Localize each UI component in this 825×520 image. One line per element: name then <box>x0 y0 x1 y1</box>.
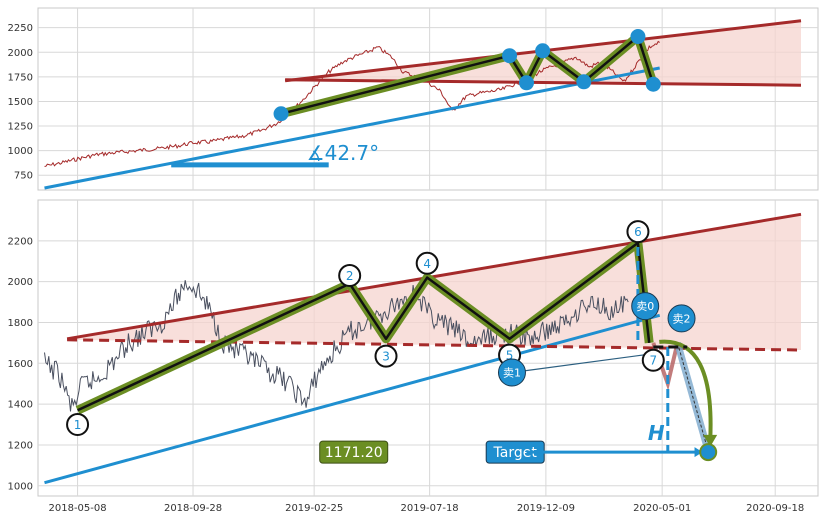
sell-marker <box>667 304 696 333</box>
sell-label: 卖2 <box>673 312 691 325</box>
zigzag-dot <box>273 106 289 122</box>
y-tick-label: 1400 <box>8 400 33 411</box>
y-tick-label: 1250 <box>8 122 33 133</box>
point-marker <box>626 220 650 244</box>
angle-label: ∡42.7° <box>307 141 379 165</box>
point-label: 7 <box>649 354 657 368</box>
trend-line <box>44 313 661 485</box>
y-tick-label: 1000 <box>8 146 33 157</box>
point-marker <box>415 251 439 275</box>
target-value-label: 1171.20 <box>325 445 383 461</box>
target-value-box <box>319 440 389 464</box>
x-tick-label: 2020-05-01 <box>633 503 691 514</box>
sell1-connector <box>511 352 658 374</box>
zigzag-dot <box>576 74 592 90</box>
y-tick-label: 1500 <box>8 97 33 108</box>
point-marker <box>641 348 665 372</box>
sell-label: 卖0 <box>636 300 654 313</box>
point-label: 3 <box>382 350 390 364</box>
y-tick-label: 750 <box>14 171 33 182</box>
point-label: 6 <box>634 225 642 239</box>
channel-upper-line <box>66 212 802 341</box>
x-tick-label: 2018-09-28 <box>164 503 222 514</box>
x-tick-label: 2018-05-08 <box>49 503 107 514</box>
target-point <box>699 443 718 462</box>
trend-line <box>44 66 660 190</box>
zigzag-dot <box>630 29 646 45</box>
point-label: 1 <box>74 418 82 432</box>
zigzag-dot <box>502 48 518 64</box>
sell-marker <box>631 292 660 321</box>
y-tick-label: 1750 <box>8 72 33 83</box>
projection-drop-dash <box>677 342 709 452</box>
zigzag-dot <box>535 43 551 59</box>
point-label: 2 <box>346 269 354 283</box>
point-marker <box>374 344 398 368</box>
projection-arrowhead <box>703 434 718 447</box>
y-tick-label: 1800 <box>8 318 33 329</box>
panel-top: 750 1000 1250 1500 1750 2000 2250 ∡42.7° <box>8 7 819 191</box>
y-tick-label: 1200 <box>8 440 33 451</box>
y-tick-label: 2000 <box>8 277 33 288</box>
y-tick-label: 1600 <box>8 359 33 370</box>
y-tick-label: 2000 <box>8 48 33 59</box>
target-label: Target <box>493 445 538 461</box>
y-tick-label: 1000 <box>8 481 33 492</box>
x-tick-label: 2020-09-18 <box>746 503 804 514</box>
x-tick-label: 2019-12-09 <box>517 503 575 514</box>
sell-label: 卖1 <box>503 366 521 379</box>
projection-arc-arrow <box>659 339 713 441</box>
x-tick-label: 2019-07-18 <box>401 503 459 514</box>
channel-lower-line <box>285 78 802 87</box>
y-tick-label: 2250 <box>8 23 33 34</box>
point-marker <box>338 264 362 288</box>
h-label: H <box>648 421 665 445</box>
y-tick-label: 2200 <box>8 236 33 247</box>
panel-bottom: 1000 1200 1400 1600 1800 2000 2200 2018-05-08 20… <box>8 199 819 514</box>
x-tick-label: 2019-02-25 <box>285 503 343 514</box>
point-marker <box>66 413 90 437</box>
target-arrowhead <box>694 447 703 458</box>
point-label: 5 <box>506 349 514 363</box>
sell-marker <box>497 358 526 387</box>
zigzag-dot <box>519 75 535 91</box>
zigzag-dot <box>645 76 661 92</box>
point-label: 4 <box>423 257 431 271</box>
